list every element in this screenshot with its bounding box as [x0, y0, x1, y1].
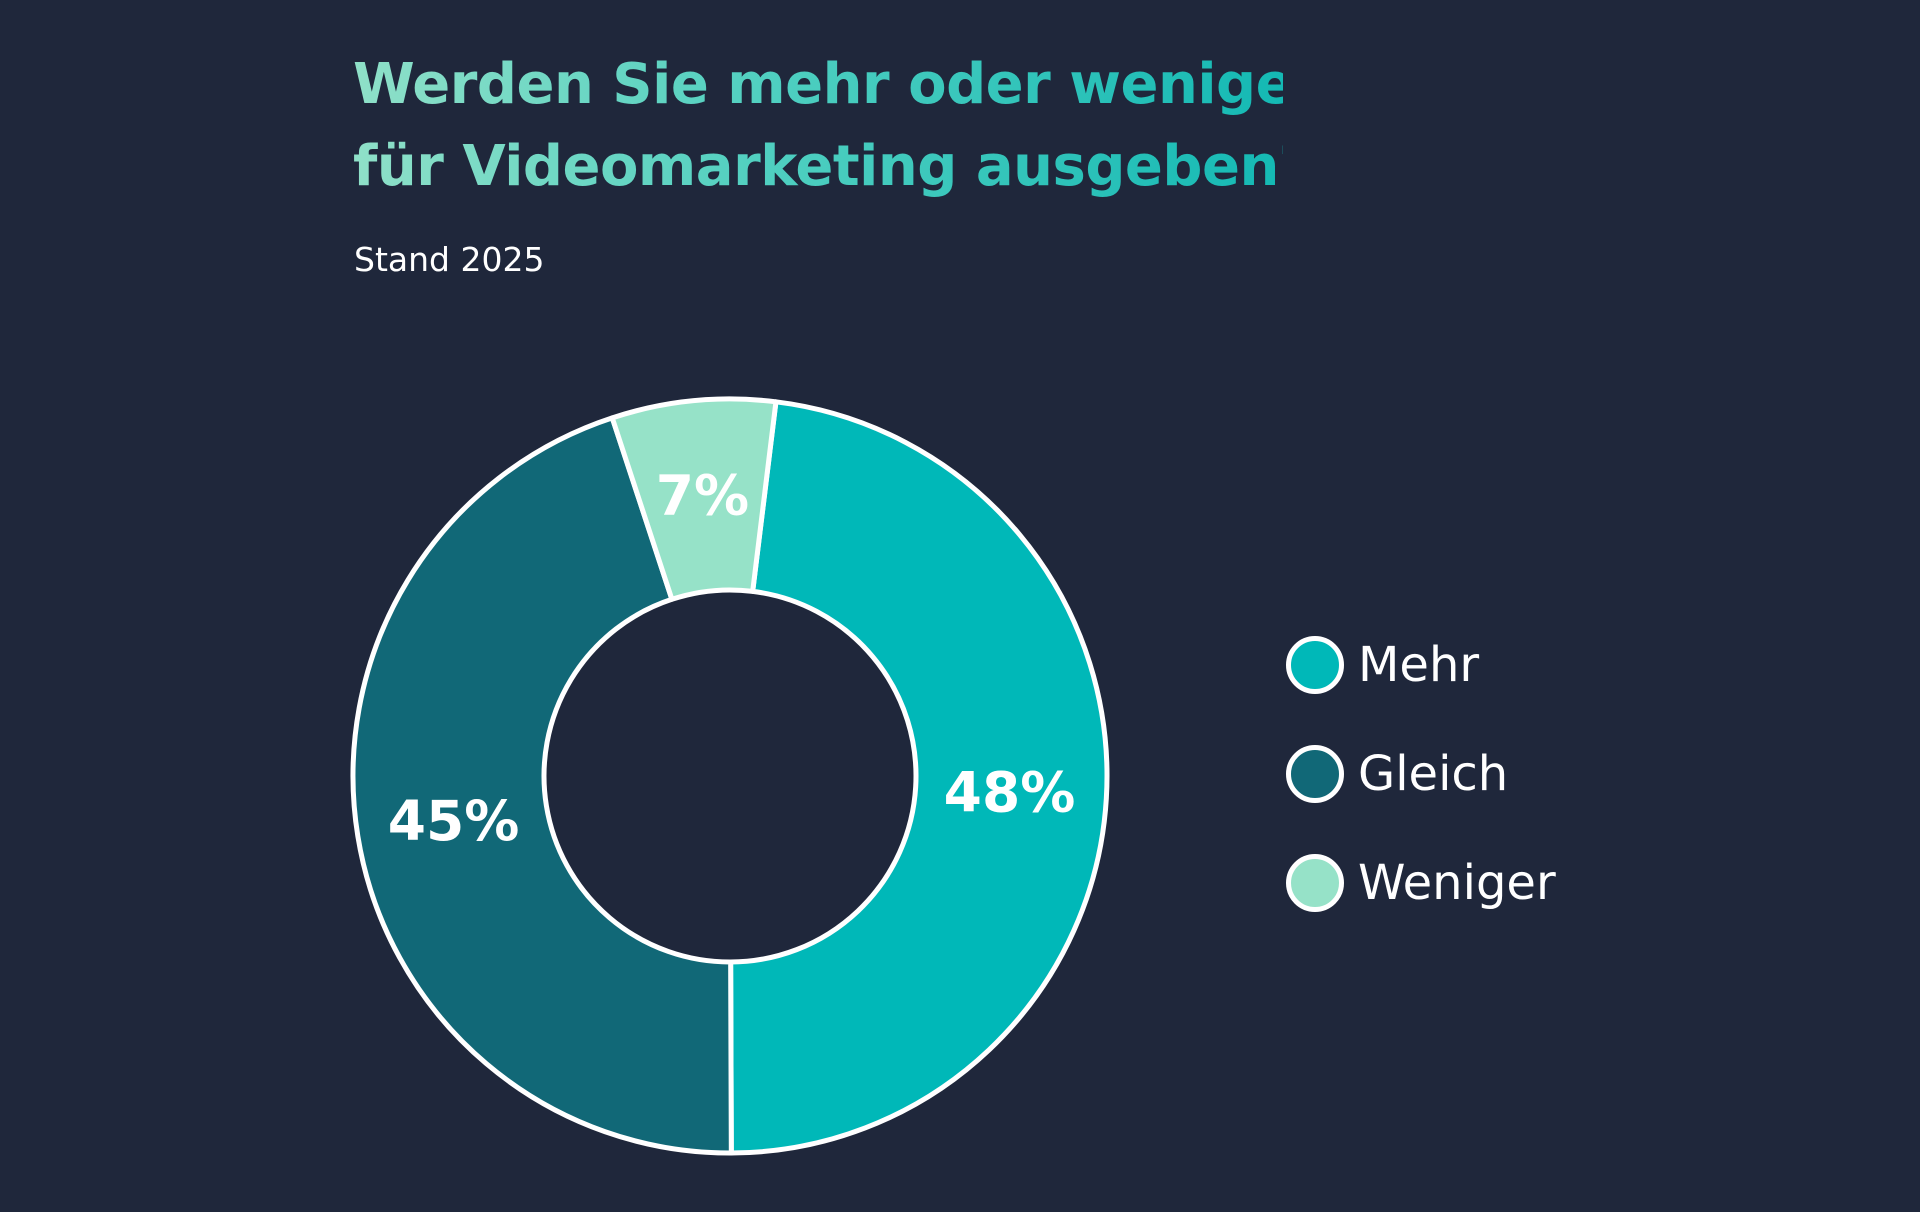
- slice-label-weniger: 7%: [656, 463, 749, 527]
- donut-slice-labels: 48% 45% 7%: [388, 463, 1076, 852]
- legend-item-gleich: Gleich: [1286, 740, 1556, 808]
- slice-mehr: [728, 399, 1110, 1156]
- slice-label-mehr: 48%: [944, 761, 1076, 825]
- legend-swatch-weniger: [1286, 854, 1344, 912]
- legend-label-mehr: Mehr: [1358, 637, 1480, 693]
- legend-swatch-gleich: [1286, 745, 1344, 803]
- legend-label-weniger: Weniger: [1358, 855, 1556, 911]
- legend-item-mehr: Mehr: [1286, 631, 1556, 699]
- slice-weniger: [609, 396, 779, 602]
- donut-slices: [350, 396, 1110, 1156]
- chart-legend: Mehr Gleich Weniger: [1286, 631, 1556, 958]
- slice-gleich: [350, 415, 734, 1156]
- legend-item-weniger: Weniger: [1286, 849, 1556, 917]
- slice-label-gleich: 45%: [388, 789, 520, 853]
- chart-subtitle: Stand 2025: [354, 240, 545, 279]
- legend-label-gleich: Gleich: [1358, 746, 1509, 802]
- legend-swatch-mehr: [1286, 636, 1344, 694]
